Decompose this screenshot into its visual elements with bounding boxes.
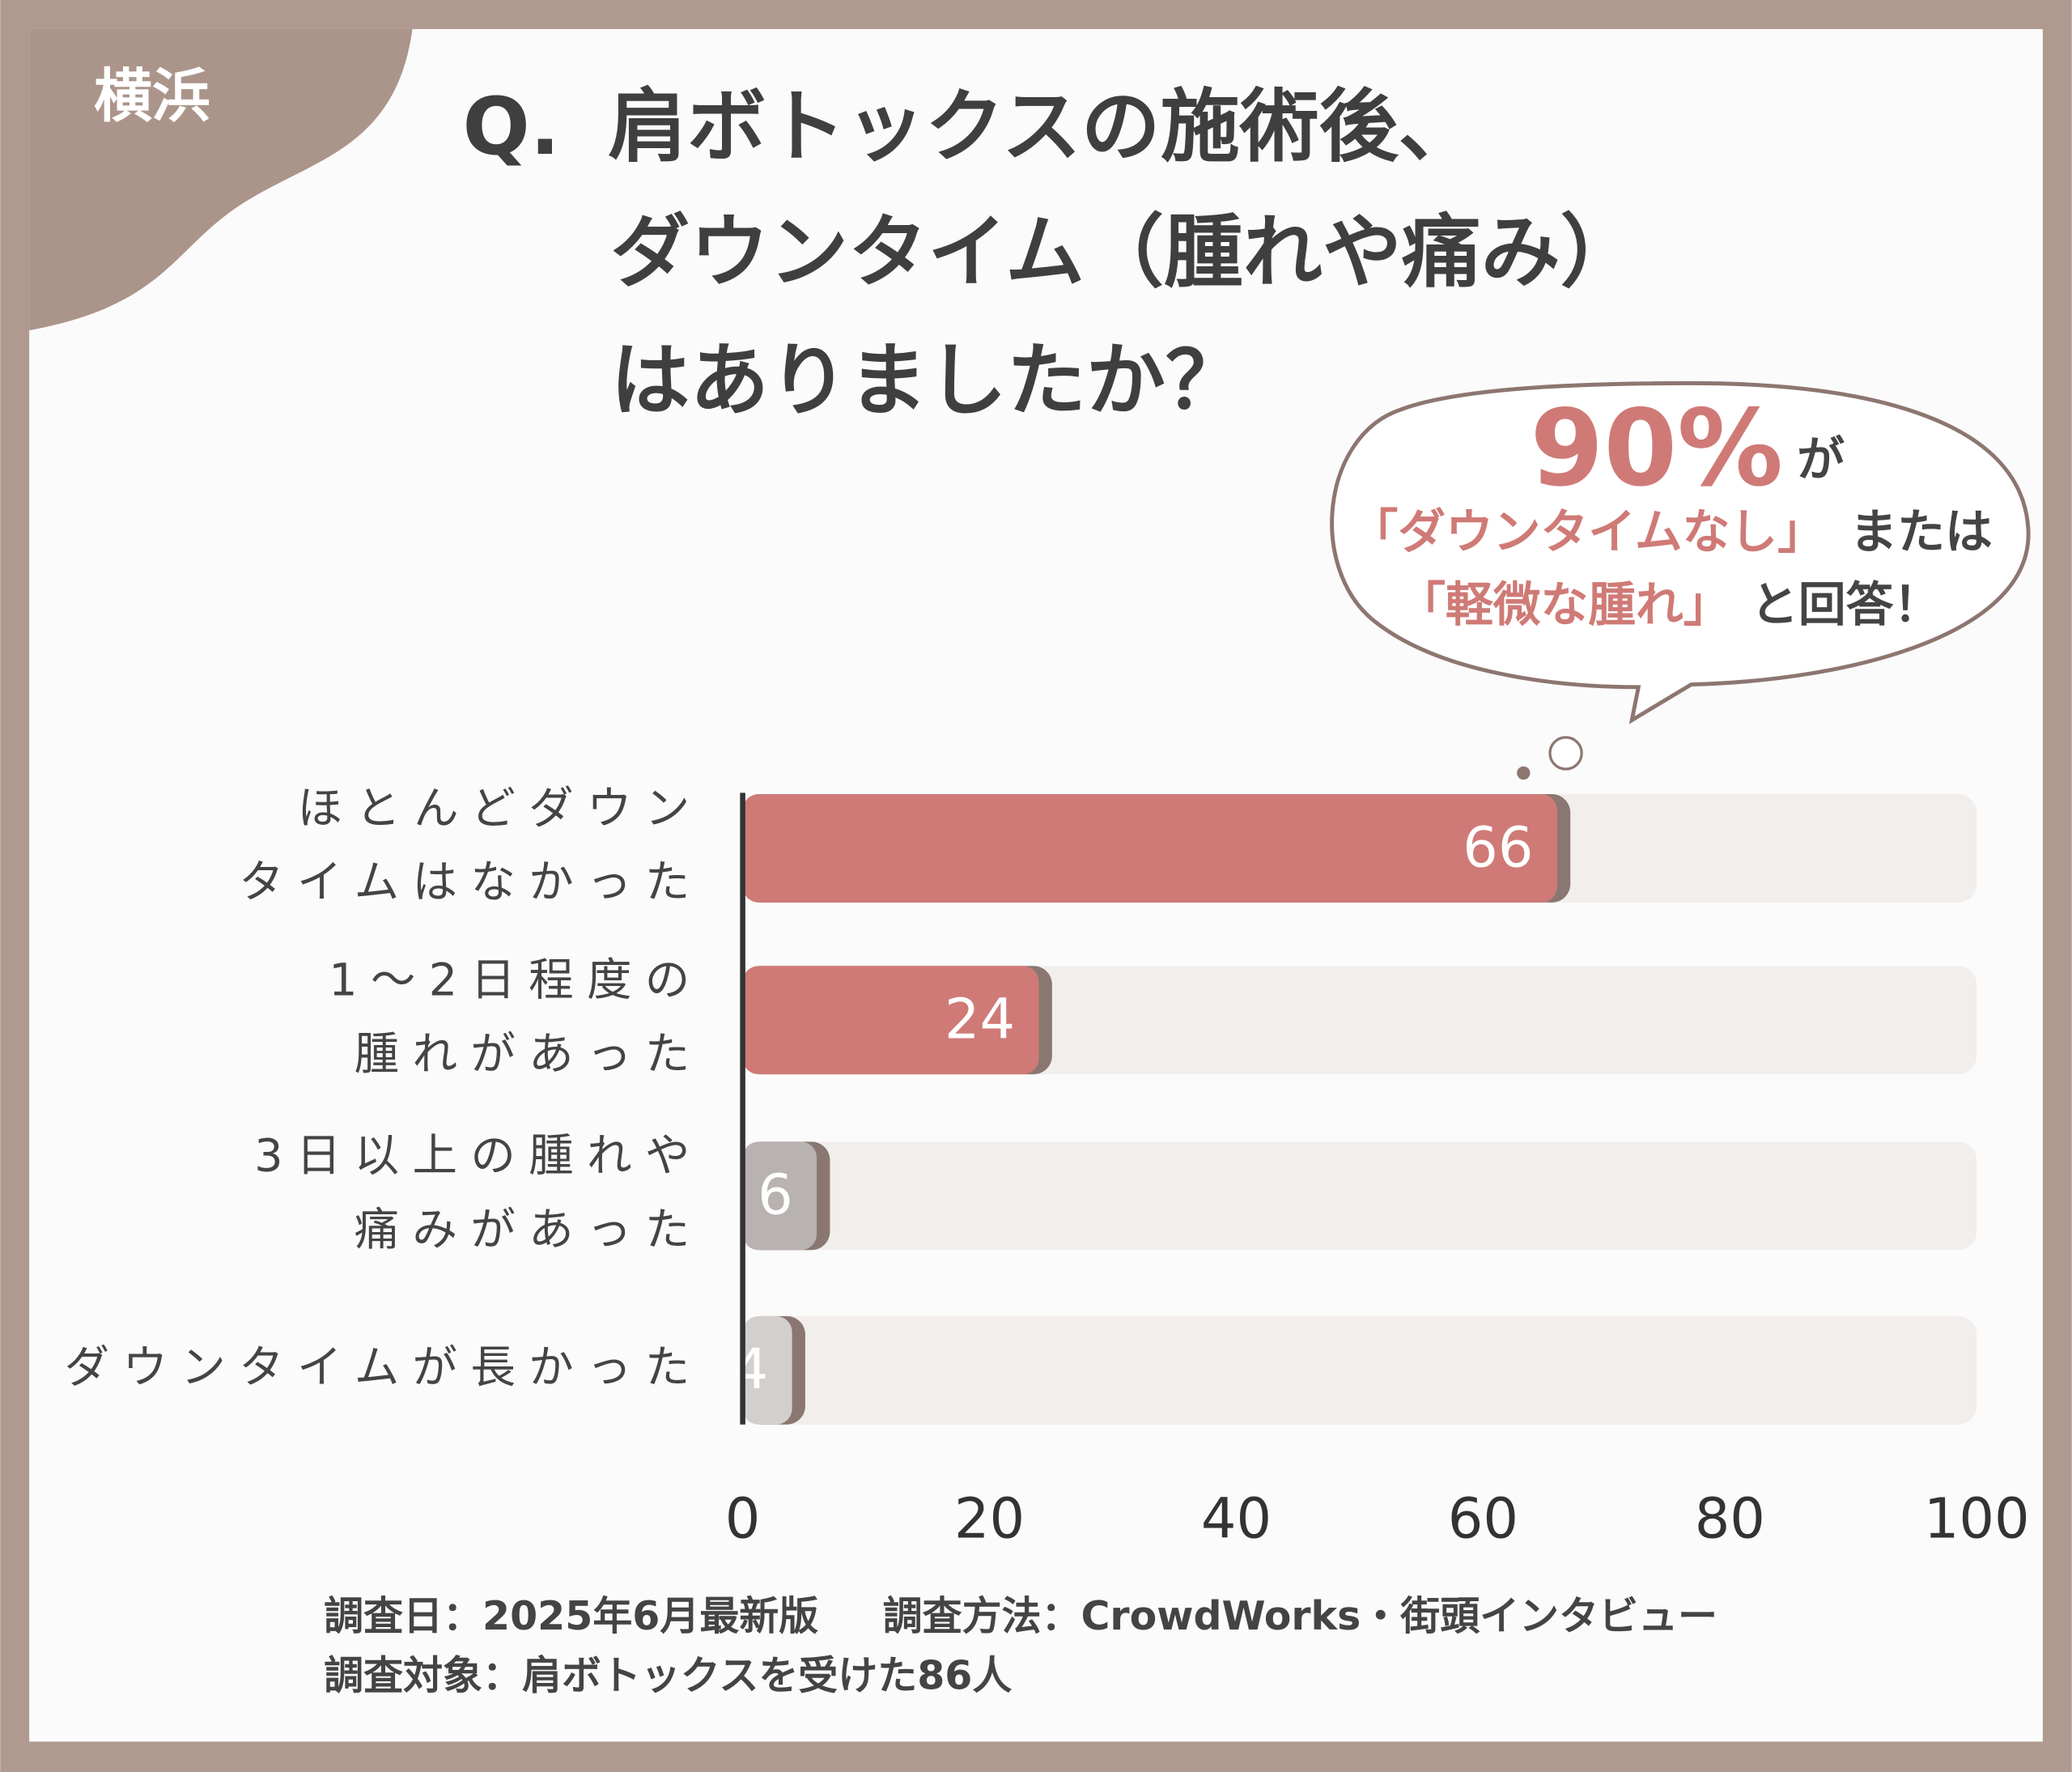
x-tick-label: 20 xyxy=(954,1487,1025,1552)
x-tick-label: 80 xyxy=(1695,1487,1765,1552)
y-tick-label: ダウンタイムが長かった xyxy=(65,1341,703,1394)
chart-title: はありましたか？ xyxy=(610,335,1245,427)
x-tick-label: 100 xyxy=(1924,1487,2030,1552)
value-label: 66 xyxy=(1463,815,1533,880)
value-label: 6 xyxy=(758,1163,793,1228)
callout-quote: 「ダウンタイムなし」 xyxy=(1351,504,1825,559)
bar xyxy=(742,794,1557,903)
x-tick-label: 60 xyxy=(1448,1487,1518,1552)
footnote: 調査対象：肩ボトックスを受けた86人 xyxy=(324,1653,1012,1699)
bar xyxy=(742,1315,792,1425)
value-label: 24 xyxy=(945,987,1015,1052)
callout-text: が xyxy=(1797,431,1845,487)
chart-title: ダウンタイム（腫れや痛み） xyxy=(610,206,1639,299)
callout-bubble xyxy=(1330,380,2031,725)
footnote: 調査方法：CrowdWorks・街頭インタビュー xyxy=(883,1593,1717,1639)
value-label: 4 xyxy=(733,1337,769,1402)
bar-track xyxy=(742,1141,1977,1251)
callout-text: または xyxy=(1850,504,1993,559)
callout-quote: 「軽微な腫れ」 xyxy=(1398,576,1730,632)
x-tick-label: 40 xyxy=(1201,1487,1272,1552)
y-tick-label: 3日以上の腫れや痛みがあった xyxy=(254,1130,703,1256)
badge-shape xyxy=(29,28,413,331)
bar xyxy=(742,1141,817,1251)
y-tick-label: 1～2日程度の腫れがあった xyxy=(329,954,703,1081)
chart-title: 肩ボトックスの施術後、 xyxy=(608,81,1477,173)
bubble-dot xyxy=(1517,766,1531,780)
badge: 横浜 xyxy=(94,62,210,130)
footnote: 調査日：2025年6月最新版 xyxy=(324,1593,818,1639)
bar-track xyxy=(742,1315,1977,1425)
callout-text: と回答！ xyxy=(1751,576,1941,632)
bubble-dot xyxy=(1548,736,1583,771)
x-tick-label: 0 xyxy=(725,1487,761,1552)
callout-highlight: 90% xyxy=(1531,387,1784,510)
bar xyxy=(742,966,1039,1075)
y-tick-label: ほとんどダウンタイムはなかった xyxy=(239,782,703,908)
chart-title: Q. xyxy=(463,81,560,173)
